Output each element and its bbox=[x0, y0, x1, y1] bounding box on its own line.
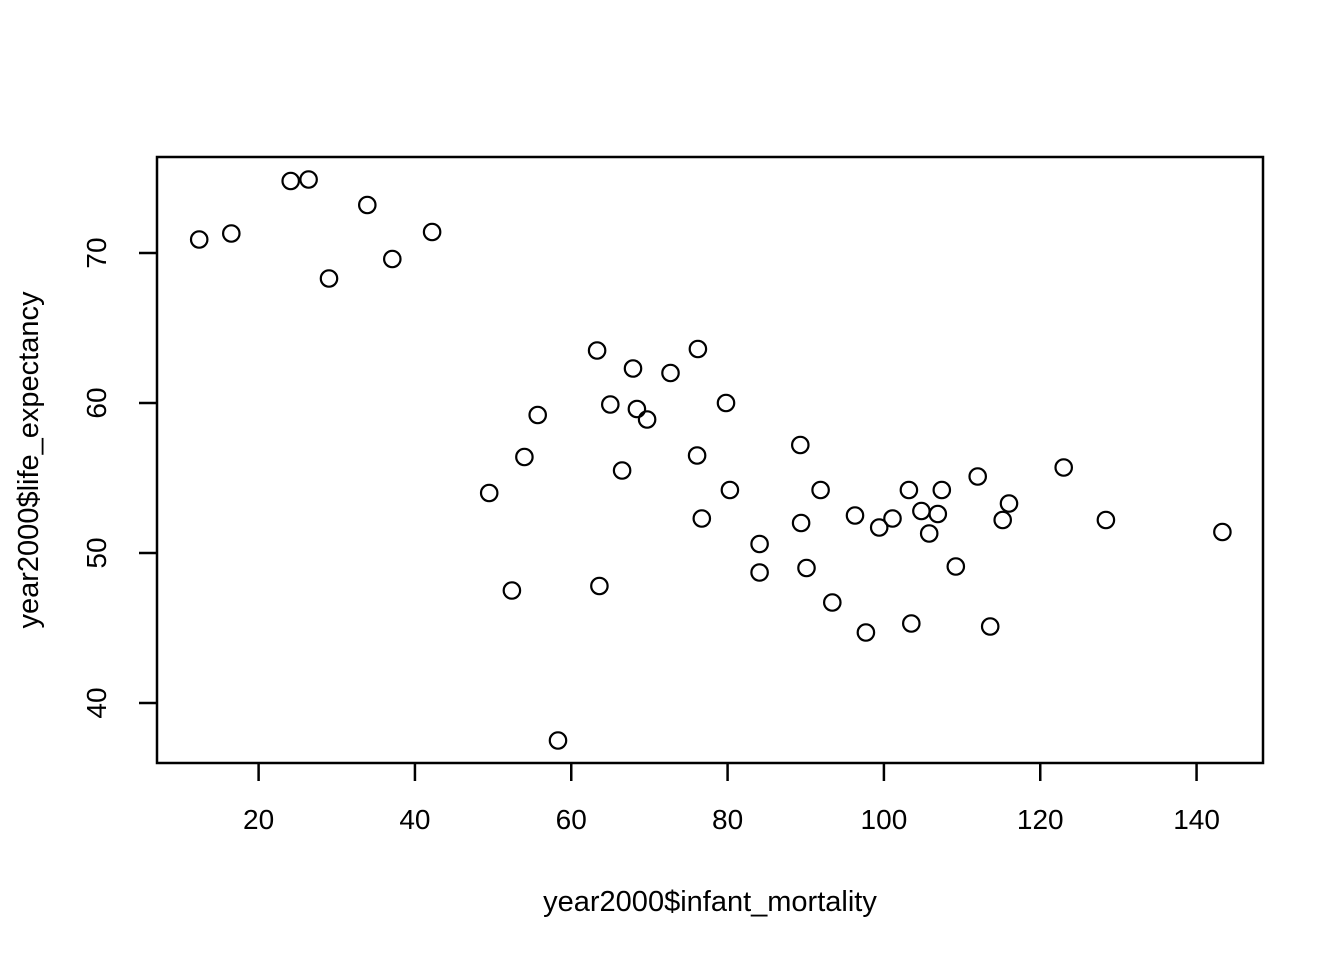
data-point bbox=[869, 518, 889, 537]
data-point bbox=[901, 614, 921, 633]
data-point bbox=[791, 513, 811, 533]
data-point bbox=[222, 224, 241, 243]
data-point bbox=[627, 399, 647, 419]
data-point bbox=[928, 504, 948, 524]
data-point bbox=[587, 341, 607, 360]
x-tick-label: 60 bbox=[556, 804, 587, 835]
data-point bbox=[845, 506, 865, 525]
data-point bbox=[1096, 510, 1116, 530]
x-axis-label: year2000$infant_mortality bbox=[543, 886, 877, 918]
y-tick-label: 50 bbox=[81, 537, 112, 568]
data-point bbox=[883, 509, 902, 528]
x-tick-label: 80 bbox=[712, 804, 743, 835]
data-point bbox=[968, 467, 987, 486]
data-point bbox=[548, 731, 568, 750]
data-point bbox=[946, 557, 966, 576]
data-point bbox=[797, 558, 816, 578]
data-point bbox=[692, 509, 712, 528]
data-point bbox=[1054, 458, 1073, 477]
data-point bbox=[502, 581, 522, 600]
x-tick-label: 100 bbox=[861, 804, 908, 835]
y-tick-label: 40 bbox=[81, 687, 112, 718]
data-point bbox=[528, 405, 547, 425]
data-point bbox=[750, 563, 769, 582]
x-tick-label: 120 bbox=[1017, 804, 1064, 835]
data-point bbox=[720, 480, 740, 500]
y-tick-label: 60 bbox=[81, 387, 112, 418]
data-point bbox=[993, 510, 1012, 530]
data-point bbox=[811, 480, 830, 500]
x-tick-label: 140 bbox=[1173, 804, 1220, 835]
x-tick-label: 40 bbox=[399, 804, 430, 835]
data-points bbox=[189, 170, 1232, 750]
data-point bbox=[515, 447, 534, 467]
data-point bbox=[999, 494, 1019, 513]
data-point bbox=[716, 393, 736, 413]
data-point bbox=[687, 446, 707, 465]
data-point bbox=[299, 170, 318, 189]
x-tick-label: 20 bbox=[243, 804, 274, 835]
data-point bbox=[281, 171, 300, 191]
y-axis-label: year2000$life_expectancy bbox=[13, 291, 45, 628]
data-point bbox=[422, 222, 442, 242]
data-point bbox=[637, 410, 657, 429]
data-point bbox=[479, 483, 499, 503]
data-point bbox=[319, 269, 339, 288]
data-point bbox=[856, 623, 876, 642]
data-point bbox=[357, 195, 377, 215]
data-point bbox=[932, 480, 952, 500]
data-point bbox=[980, 617, 1000, 636]
data-point bbox=[600, 395, 620, 414]
data-point bbox=[189, 230, 209, 249]
data-point bbox=[822, 593, 842, 612]
data-point bbox=[790, 435, 810, 455]
plot-border bbox=[155, 155, 1265, 765]
data-point bbox=[382, 249, 402, 269]
data-point bbox=[1213, 522, 1232, 542]
data-point bbox=[623, 359, 643, 378]
data-point bbox=[912, 501, 931, 521]
y-axis-ticks: 40 50 60 70 bbox=[81, 237, 157, 719]
x-axis-ticks: 20 40 60 80 100 120 140 bbox=[243, 763, 1220, 835]
data-point bbox=[688, 339, 708, 359]
y-tick-label: 70 bbox=[81, 237, 112, 268]
data-point bbox=[661, 363, 680, 383]
data-point bbox=[919, 524, 939, 543]
data-point bbox=[612, 461, 632, 480]
data-point bbox=[899, 480, 919, 500]
data-point bbox=[590, 576, 609, 596]
data-point bbox=[750, 534, 769, 554]
